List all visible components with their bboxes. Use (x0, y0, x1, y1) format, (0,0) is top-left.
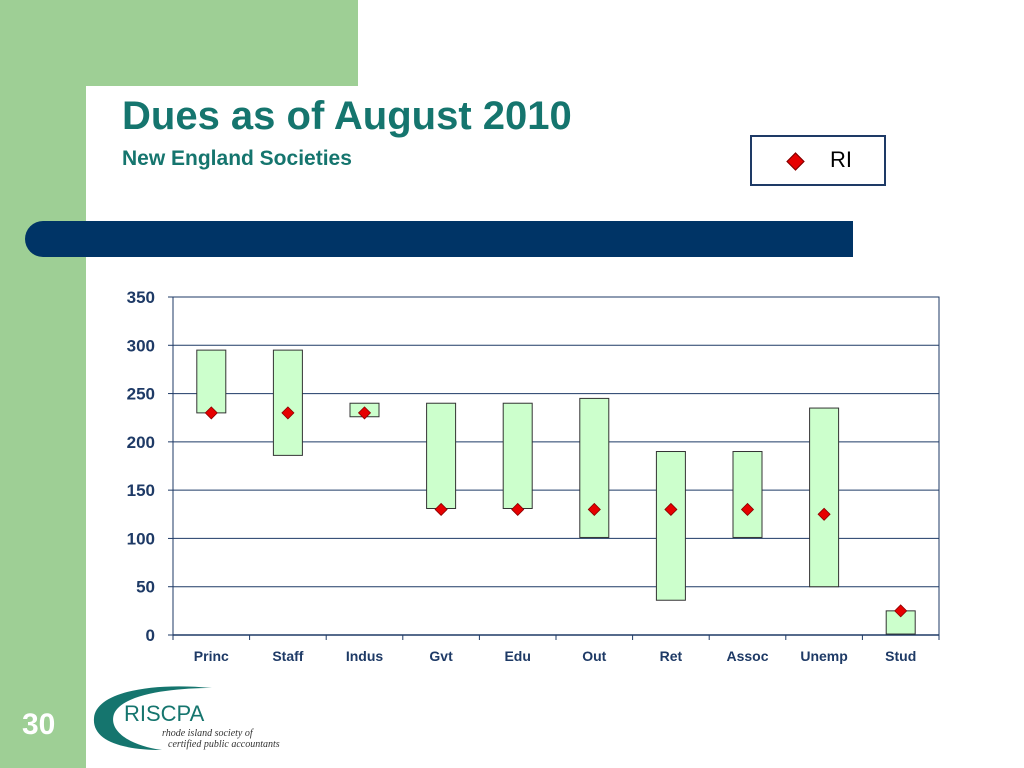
y-tick-label: 0 (146, 626, 155, 645)
x-tick-label: Stud (885, 648, 916, 664)
x-tick-label: Indus (346, 648, 384, 664)
riscpa-logo: RISCPA rhode island society of certified… (93, 686, 280, 750)
x-tick-label: Staff (272, 648, 303, 664)
range-bar-out (579, 397, 610, 538)
ri-marker-edu (511, 502, 525, 517)
header-divider-bar (25, 221, 853, 257)
page-number: 30 (22, 708, 56, 741)
y-tick-label: 250 (127, 385, 155, 404)
ri-marker-stud (894, 604, 908, 618)
y-tick-label: 200 (127, 433, 155, 452)
y-tick-label: 300 (127, 336, 155, 355)
ri-marker-staff (281, 406, 295, 420)
ri-marker-unemp (817, 507, 831, 521)
x-tick-label: Assoc (726, 648, 768, 664)
logo-tagline-2: certified public accountants (168, 739, 280, 750)
ri-marker-gvt (434, 502, 448, 517)
green-top-band (0, 0, 358, 86)
ri-marker-assoc (740, 502, 755, 517)
legend-label: RI (830, 147, 852, 172)
y-tick-label: 50 (136, 578, 155, 597)
range-bar-princ (196, 349, 227, 414)
range-bar-gvt (426, 402, 457, 509)
x-tick-label: Princ (194, 648, 229, 664)
chart-legend: RI (750, 135, 886, 186)
x-tick-label: Out (582, 648, 606, 664)
range-bar-edu (502, 402, 533, 509)
slide-subtitle: New England Societies (122, 147, 352, 170)
x-tick-label: Ret (660, 648, 683, 664)
y-tick-label: 350 (127, 288, 155, 307)
ri-marker-indus (357, 406, 372, 420)
ri-marker-princ (204, 406, 218, 420)
x-tick-label: Unemp (800, 648, 847, 664)
green-side-band (0, 0, 86, 768)
logo-tagline-1: rhode island society of (162, 728, 254, 739)
range-bar-ret (655, 451, 686, 601)
ri-marker-ret (664, 502, 678, 517)
x-tick-label: Gvt (429, 648, 453, 664)
range-bar-staff (272, 349, 303, 456)
range-bar-assoc (732, 451, 763, 538)
y-tick-label: 150 (127, 481, 155, 500)
y-tick-label: 100 (127, 529, 155, 548)
slide-title: Dues as of August 2010 (122, 94, 572, 138)
ri-marker-out (587, 502, 601, 517)
range-bar-unemp (809, 407, 840, 588)
x-tick-label: Edu (504, 648, 530, 664)
logo-wordmark: RISCPA (124, 701, 205, 726)
